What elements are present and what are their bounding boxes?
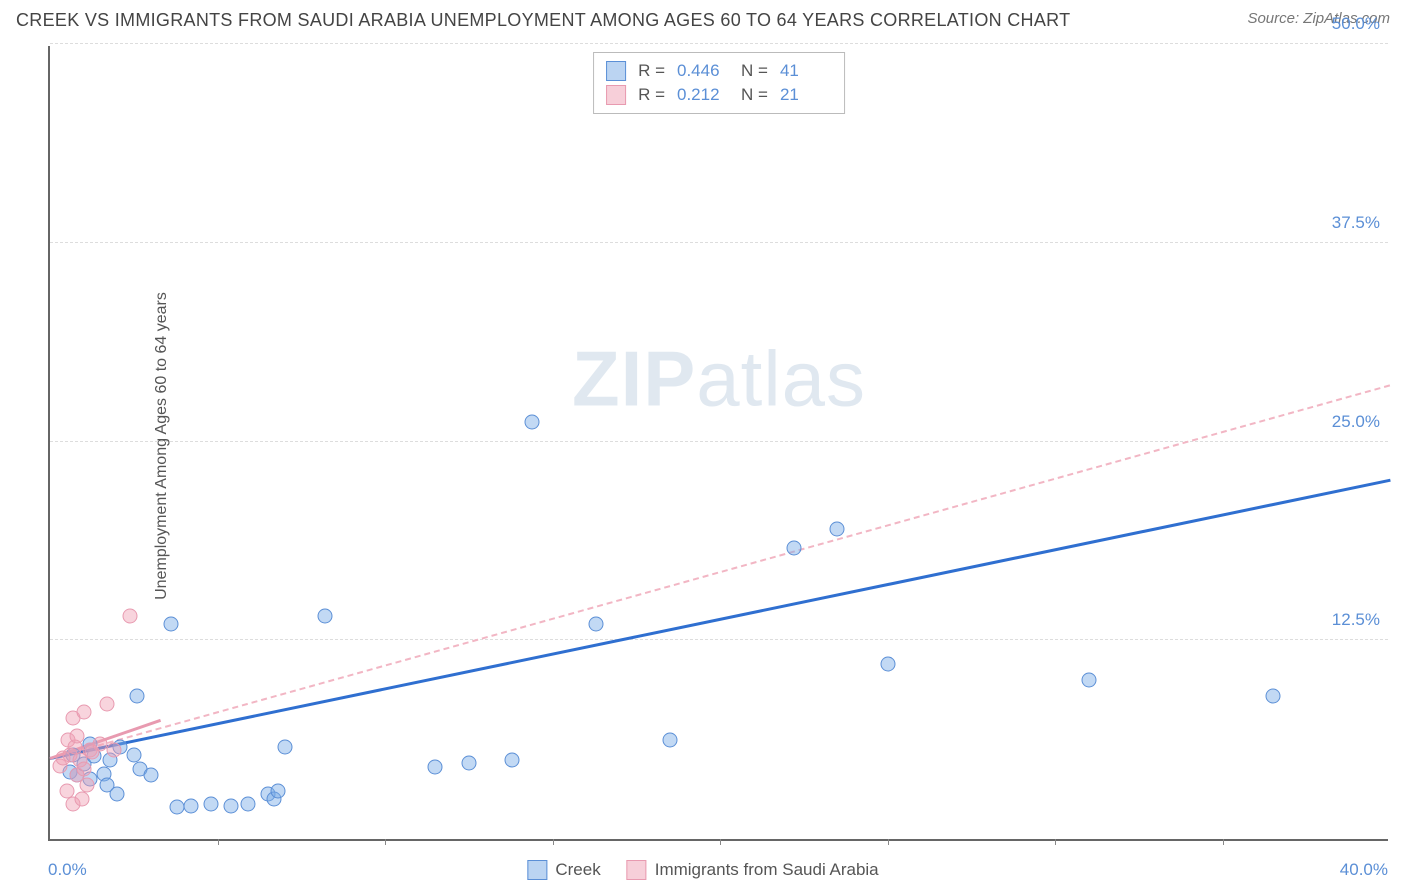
legend-swatch [606,85,626,105]
gridline [50,639,1388,640]
r-label: R = [638,61,665,81]
r-value: 0.212 [677,85,729,105]
scatter-plot: ZIPatlas R = 0.446 N = 41 R = 0.212 N = 21 12.5… [48,46,1388,841]
x-tick-max: 40.0% [1340,860,1388,880]
data-point [79,777,94,792]
data-point [277,739,292,754]
data-point [662,733,677,748]
r-value: 0.446 [677,61,729,81]
x-tick-min: 0.0% [48,860,87,880]
data-point [126,747,141,762]
data-point [270,784,285,799]
legend-label: Immigrants from Saudi Arabia [655,860,879,880]
watermark: ZIPatlas [572,334,866,425]
y-tick-label: 12.5% [1332,610,1380,630]
data-point [163,617,178,632]
data-point [525,415,540,430]
data-point [76,762,91,777]
data-point [428,760,443,775]
n-label: N = [741,85,768,105]
stats-box: R = 0.446 N = 41 R = 0.212 N = 21 [593,52,845,114]
n-label: N = [741,61,768,81]
data-point [110,787,125,802]
data-point [76,704,91,719]
data-point [143,768,158,783]
data-point [69,728,84,743]
x-tick [1223,839,1224,845]
data-point [880,657,895,672]
x-tick [218,839,219,845]
x-tick [385,839,386,845]
data-point [183,798,198,813]
chart-title: CREEK VS IMMIGRANTS FROM SAUDI ARABIA UN… [16,10,1070,31]
legend: Creek Immigrants from Saudi Arabia [527,860,878,880]
n-value: 41 [780,61,832,81]
legend-swatch [606,61,626,81]
data-point [1265,688,1280,703]
data-point [106,742,121,757]
legend-item: Creek [527,860,600,880]
r-label: R = [638,85,665,105]
gridline [50,43,1388,44]
y-tick-label: 25.0% [1332,412,1380,432]
stats-row: R = 0.212 N = 21 [606,83,832,107]
data-point [589,617,604,632]
data-point [317,609,332,624]
x-tick [888,839,889,845]
regression-line [50,478,1391,759]
data-point [203,797,218,812]
legend-swatch [627,860,647,880]
data-point [99,696,114,711]
x-tick [1055,839,1056,845]
legend-swatch [527,860,547,880]
gridline [50,242,1388,243]
data-point [1081,673,1096,688]
x-tick [553,839,554,845]
data-point [830,521,845,536]
legend-label: Creek [555,860,600,880]
data-point [461,755,476,770]
data-point [786,541,801,556]
x-tick [720,839,721,845]
data-point [123,609,138,624]
stats-row: R = 0.446 N = 41 [606,59,832,83]
data-point [223,798,238,813]
y-tick-label: 37.5% [1332,213,1380,233]
n-value: 21 [780,85,832,105]
y-tick-label: 50.0% [1332,14,1380,34]
data-point [130,688,145,703]
data-point [240,797,255,812]
legend-item: Immigrants from Saudi Arabia [627,860,879,880]
data-point [505,752,520,767]
data-point [74,792,89,807]
